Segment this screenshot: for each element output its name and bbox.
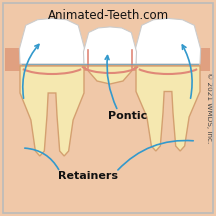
Polygon shape	[136, 66, 200, 151]
Polygon shape	[83, 27, 137, 64]
Polygon shape	[84, 66, 136, 84]
Text: Retainers: Retainers	[58, 171, 118, 181]
Polygon shape	[19, 18, 85, 64]
Polygon shape	[5, 48, 210, 71]
Polygon shape	[135, 18, 201, 64]
Polygon shape	[20, 66, 84, 156]
Text: © 2021 WMDS, Inc.: © 2021 WMDS, Inc.	[206, 72, 212, 144]
Text: Pontic: Pontic	[108, 111, 148, 121]
Text: Animated-Teeth.com: Animated-Teeth.com	[48, 9, 168, 22]
